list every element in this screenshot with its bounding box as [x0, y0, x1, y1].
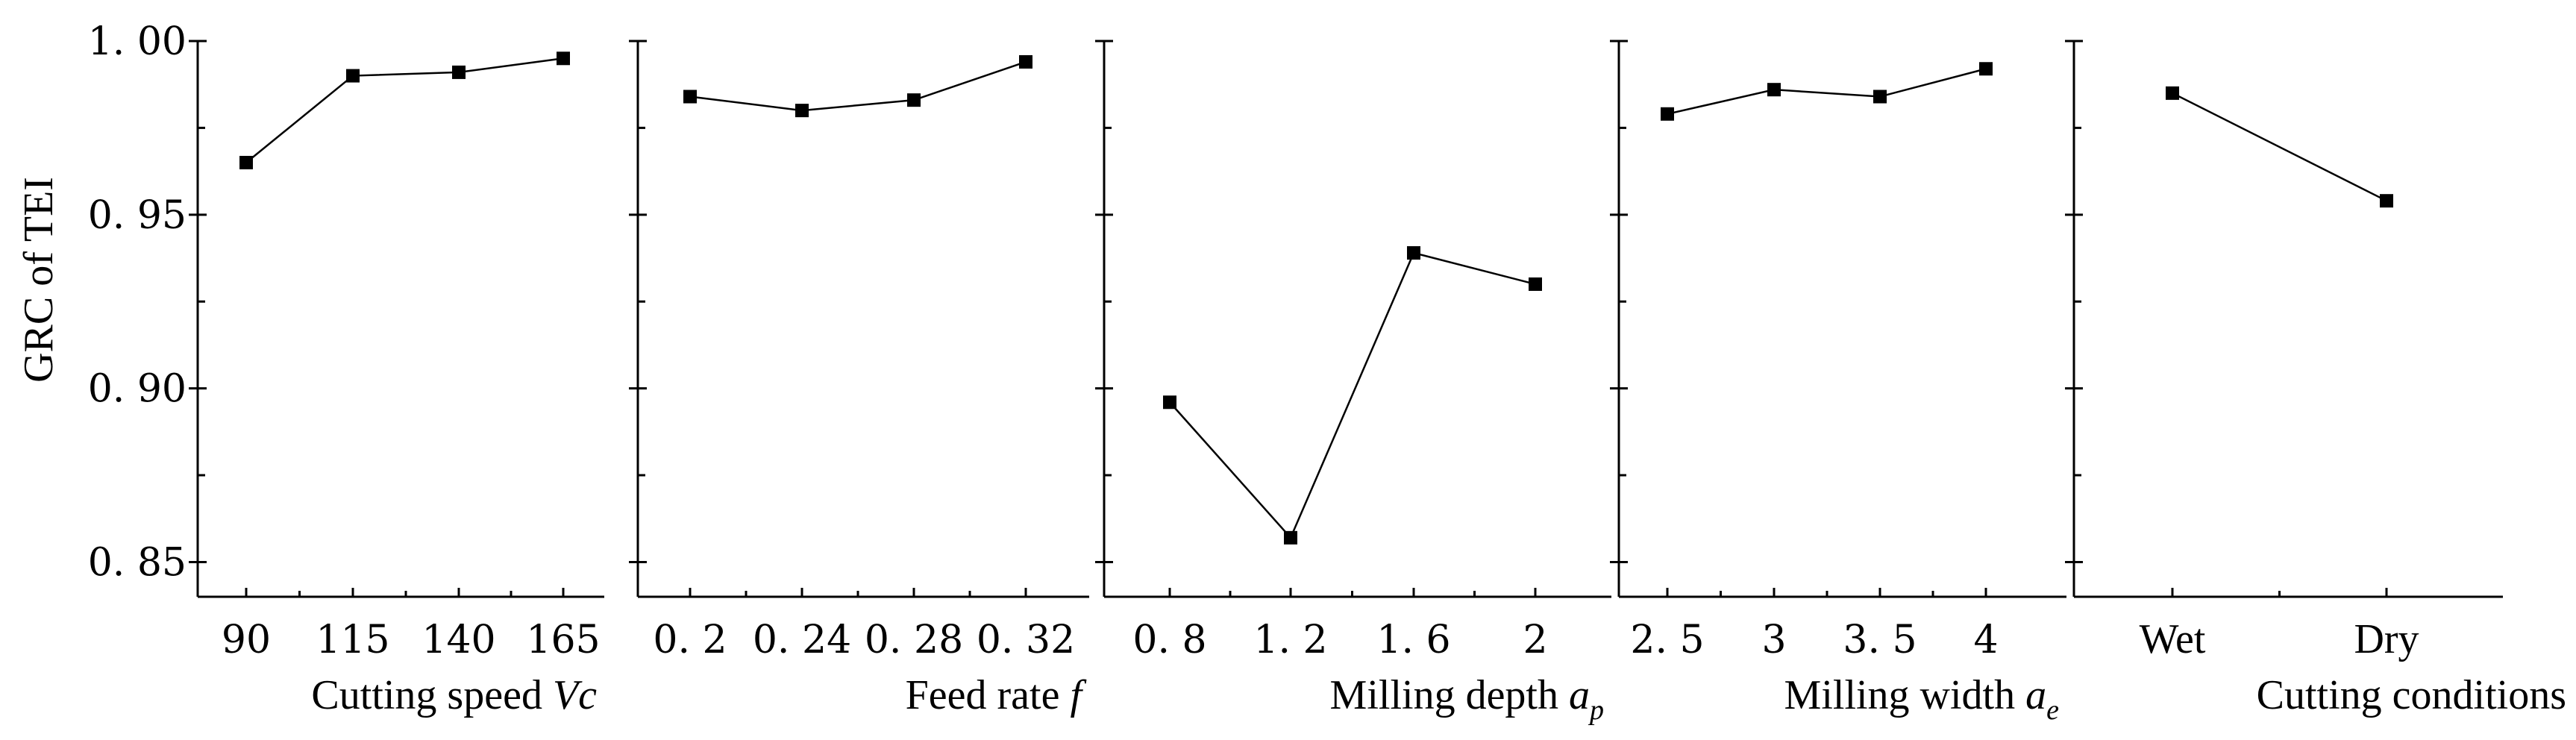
x-tick-label: Wet — [2140, 616, 2206, 662]
x-tick-label: 1. 6 — [1376, 618, 1450, 662]
y-tick-label: 0. 85 — [88, 540, 187, 585]
x-axis-label: Cutting conditions — [2257, 672, 2566, 718]
data-point — [1163, 395, 1176, 410]
x-tick-label: 2. 5 — [1630, 618, 1704, 662]
series-line — [245, 57, 564, 163]
panel-cutting-speed: 90 115 140 165 Cutting speed Vc — [189, 40, 604, 718]
series-line — [1667, 68, 1987, 115]
x-tick-label: 115 — [316, 618, 389, 662]
data-point — [907, 93, 921, 107]
series-line — [2172, 92, 2387, 202]
data-point — [1873, 90, 1887, 104]
panel-feed-rate: 0. 2 0. 24 0. 28 0. 32 Feed rate f — [629, 40, 1089, 718]
x-tick-label: Dry — [2354, 616, 2419, 662]
x-axis-label: Milling depth ap — [1330, 672, 1604, 726]
x-tick-label: 3 — [1761, 618, 1786, 662]
x-tick-label: 0. 28 — [865, 618, 963, 662]
data-point — [452, 65, 466, 79]
x-axis-label: Feed rate f — [906, 672, 1088, 718]
panel-milling-depth: 0. 8 1. 2 1. 6 2 Milling depth ap — [1095, 40, 1611, 726]
y-tick-label: 0. 95 — [88, 193, 187, 238]
y-axis-label: GRC of TEI — [16, 177, 62, 383]
panel-cutting-conditions: Wet Dry Cutting conditions — [2065, 40, 2566, 718]
x-tick-label: 0. 24 — [753, 618, 851, 662]
data-point — [1407, 246, 1420, 260]
series-line — [1169, 251, 1536, 540]
data-point — [346, 69, 360, 83]
x-tick-label: 3. 5 — [1843, 618, 1917, 662]
data-point — [1284, 530, 1297, 545]
x-tick-label: 0. 32 — [977, 618, 1075, 662]
data-point — [1767, 83, 1781, 97]
y-tick-label: 0. 90 — [88, 367, 187, 412]
y-tick-label: 1. 00 — [88, 19, 187, 64]
x-tick-label: 1. 2 — [1253, 618, 1327, 662]
x-tick-label: 165 — [526, 618, 600, 662]
data-point — [2380, 194, 2393, 208]
x-axis-label: Milling width ae — [1784, 672, 2060, 726]
x-tick-label: 4 — [1973, 618, 1998, 662]
y-tick-labels: 0. 85 0. 90 0. 95 1. 00 — [88, 19, 187, 585]
x-axis-label: Cutting speed Vc — [311, 672, 597, 718]
data-point — [1979, 62, 1993, 76]
data-point — [683, 90, 697, 104]
series-line — [689, 60, 1027, 112]
x-tick-label: 0. 8 — [1132, 618, 1206, 662]
data-point — [1019, 54, 1032, 69]
data-point — [239, 155, 253, 169]
x-tick-label: 90 — [222, 618, 271, 662]
x-tick-label: 140 — [422, 618, 495, 662]
x-tick-label: 0. 2 — [653, 618, 727, 662]
data-point — [2166, 86, 2179, 100]
data-point — [1529, 277, 1542, 291]
data-point — [795, 104, 809, 118]
panel-milling-width: 2. 5 3 3. 5 4 Milling width ae — [1610, 40, 2066, 726]
x-tick-label: 2 — [1523, 618, 1547, 662]
data-point — [1661, 107, 1674, 121]
data-point — [557, 51, 570, 66]
